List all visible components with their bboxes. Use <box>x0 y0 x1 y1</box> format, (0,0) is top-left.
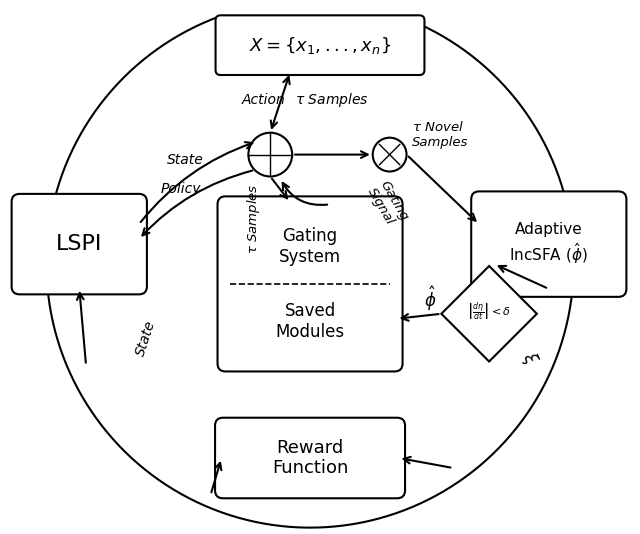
Circle shape <box>248 133 292 176</box>
Text: Policy: Policy <box>161 183 201 197</box>
Text: Action: Action <box>241 93 285 107</box>
Text: $X = \{x_1, ..., x_n\}$: $X = \{x_1, ..., x_n\}$ <box>249 35 391 56</box>
FancyBboxPatch shape <box>216 15 424 75</box>
FancyBboxPatch shape <box>215 418 405 498</box>
FancyBboxPatch shape <box>218 197 403 372</box>
Text: $\xi$: $\xi$ <box>516 349 541 368</box>
Text: LSPI: LSPI <box>56 234 102 254</box>
Text: $\tau$ Samples: $\tau$ Samples <box>295 91 369 109</box>
Text: Gating
System: Gating System <box>279 227 341 265</box>
Text: State: State <box>167 153 204 167</box>
Text: $\left|\frac{d\eta}{dt}\right| < \delta$: $\left|\frac{d\eta}{dt}\right| < \delta$ <box>467 300 511 323</box>
Circle shape <box>372 138 406 171</box>
Text: $\hat{\phi}$: $\hat{\phi}$ <box>424 285 436 313</box>
Text: Saved
Modules: Saved Modules <box>275 302 344 341</box>
Text: Gating
Signal: Gating Signal <box>365 178 411 230</box>
Text: Adaptive
IncSFA $(\hat{\phi})$: Adaptive IncSFA $(\hat{\phi})$ <box>509 222 588 266</box>
Text: $\tau$ Novel
Samples: $\tau$ Novel Samples <box>412 120 468 149</box>
Text: $\tau$ Samples: $\tau$ Samples <box>245 184 262 255</box>
Text: State: State <box>134 319 158 358</box>
Text: Reward
Function: Reward Function <box>272 438 348 477</box>
FancyBboxPatch shape <box>471 191 627 297</box>
FancyBboxPatch shape <box>12 194 147 294</box>
Polygon shape <box>442 266 537 362</box>
